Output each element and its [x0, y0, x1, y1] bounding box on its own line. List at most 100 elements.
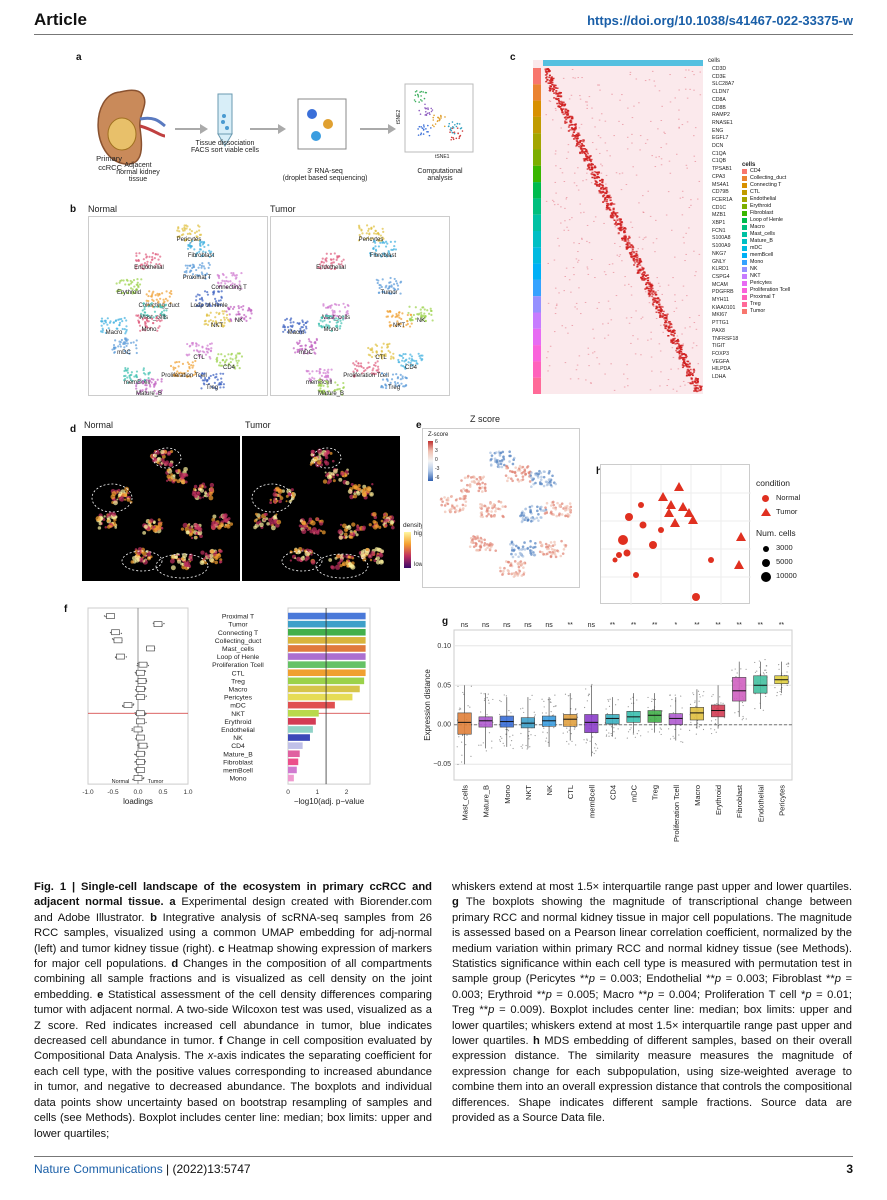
- zscore-map: [422, 428, 580, 588]
- cell-type-label: Collecting_duct: [215, 638, 262, 645]
- g-point: [699, 696, 701, 698]
- g-point: [762, 672, 765, 674]
- umap-cluster-label: Mast_cells: [140, 315, 168, 321]
- g-category-label: Endothelial: [756, 785, 765, 822]
- footer-citation: Nature Communications | (2022)13:5747: [34, 1162, 251, 1176]
- rnaseq-label: 3' RNA-seq (droplet based sequencing): [282, 168, 368, 182]
- heatmap-gene-label: VEGFA: [712, 358, 730, 365]
- g-point: [491, 747, 493, 749]
- g-point: [554, 694, 556, 696]
- g-point: [595, 750, 597, 752]
- g-point: [461, 741, 463, 743]
- g-point: [719, 696, 721, 698]
- f-left-tick: -1.0: [82, 789, 94, 796]
- dissociation-label: Tissue dissociation FACS sort viable cel…: [190, 140, 260, 154]
- g-point: [788, 663, 790, 665]
- g-point: [508, 709, 510, 712]
- cell-type-label: Mature_B: [223, 751, 253, 758]
- heatmap-gene-label: DCN: [712, 143, 724, 149]
- g-point: [586, 738, 588, 740]
- loading-box: [138, 661, 148, 668]
- mds-normal-point: [633, 572, 639, 578]
- zscore-tick: -3: [435, 466, 440, 472]
- cell-type-label: Proliferation Tcell: [212, 662, 264, 669]
- g-point: [553, 705, 555, 708]
- g-point: [697, 690, 700, 692]
- pvalue-bar: [288, 774, 294, 782]
- g-point: [674, 728, 676, 731]
- g-point: [502, 742, 504, 744]
- g-point: [571, 740, 573, 742]
- g-point: [613, 727, 615, 729]
- journal-name[interactable]: Nature Communications: [34, 1162, 163, 1176]
- g-point: [654, 698, 657, 701]
- g-point: [510, 740, 513, 742]
- panel-b-label: b: [70, 204, 77, 215]
- mds-normal-point: [616, 552, 622, 558]
- heatmap-gene-label: FCN1: [712, 227, 726, 234]
- d-tumor-title: Tumor: [245, 420, 271, 430]
- legend-swatch: [742, 253, 747, 258]
- mds-tumor-point: [666, 500, 676, 509]
- g-point: [585, 742, 587, 744]
- g-category-label: Mast_cells: [461, 785, 470, 821]
- heatmap-gene-label: CD8A: [712, 96, 726, 103]
- g-point: [512, 747, 514, 750]
- g-point: [589, 740, 591, 742]
- g-point: [521, 747, 523, 749]
- g-point: [723, 717, 726, 719]
- g-point: [541, 712, 544, 714]
- f-tumor-tag: Tumor: [148, 779, 164, 785]
- g-ytick: −0.05: [433, 761, 451, 768]
- cell-type-label: Mast_cells: [222, 646, 255, 653]
- heatmap-legend-item: Erythroid: [742, 203, 771, 210]
- g-point: [507, 729, 509, 731]
- g-point: [526, 748, 528, 750]
- g-point: [627, 706, 629, 708]
- heatmap-gene-label: GNLY: [712, 258, 726, 265]
- g-point: [673, 737, 675, 739]
- g-point: [499, 713, 501, 716]
- g-point: [634, 736, 636, 738]
- g-point: [484, 698, 486, 700]
- g-box: [689, 707, 704, 721]
- panel-e-label: e: [416, 420, 422, 431]
- heatmap-gene-label: C1QB: [712, 158, 727, 165]
- heatmap-gene-label: TNFRSF18: [712, 335, 739, 342]
- g-box: [563, 714, 578, 727]
- g-point: [491, 740, 493, 742]
- pvalue-bar: [288, 718, 316, 725]
- heatmap-gene-label: C1QA: [712, 150, 727, 157]
- g-point: [631, 702, 633, 704]
- heatmap-gene-label: CD79B: [712, 189, 729, 196]
- legend-label: Endothelial: [750, 196, 777, 202]
- doi-link[interactable]: https://doi.org/10.1038/s41467-022-33375…: [587, 13, 853, 28]
- g-category-label: NK: [545, 785, 554, 795]
- legend-swatch: [742, 190, 747, 195]
- g-point: [632, 732, 634, 734]
- g-point: [669, 738, 672, 740]
- f-left-tick: 0.5: [158, 789, 167, 796]
- g-point: [458, 736, 460, 738]
- heatmap-gene-label: PDGFRB: [712, 289, 734, 296]
- g-point: [499, 736, 502, 738]
- heatmap-gene-label: CD3D: [712, 66, 727, 72]
- heatmap-gene-label: EGFL7: [712, 135, 729, 142]
- g-point: [762, 709, 764, 711]
- tsne-plot-icon: [404, 83, 474, 153]
- g-point: [458, 709, 460, 711]
- g-point: [680, 728, 682, 730]
- g-point: [485, 750, 487, 752]
- g-point: [510, 712, 512, 714]
- heatmap-legend-item: Mono: [742, 259, 763, 266]
- umap-cluster-label: Mature_B: [318, 391, 344, 397]
- legend-label: Erythroid: [750, 203, 772, 209]
- g-point: [658, 731, 661, 733]
- g-point: [528, 738, 530, 740]
- article-label: Article: [34, 10, 87, 29]
- g-point: [457, 685, 459, 688]
- mds-condition-title: condition: [756, 478, 791, 488]
- heatmap-gene-label: KLRD1: [712, 266, 729, 273]
- g-point: [573, 728, 576, 730]
